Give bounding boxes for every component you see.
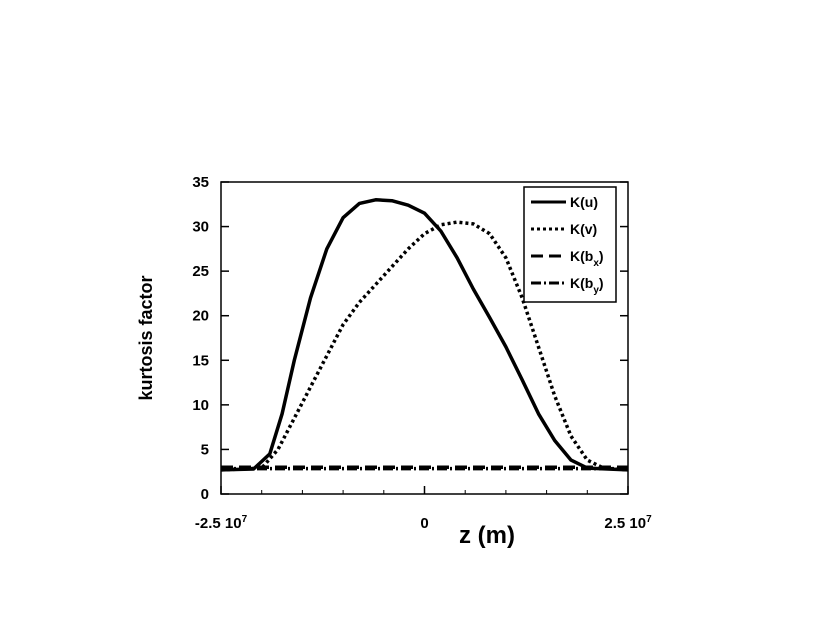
y-tick-label: 15	[192, 352, 209, 369]
y-tick-label: 0	[201, 486, 209, 503]
x-axis-ticks: -2.5 107 0 2.5 107	[195, 486, 652, 532]
y-tick-label: 30	[192, 219, 209, 236]
legend: K(u)K(v)K(bx)K(by)	[523, 186, 617, 303]
x-tick-label: 0	[420, 515, 428, 532]
x-tick-label: 2.5 107	[604, 514, 652, 532]
y-axis-title: kurtosis factor	[136, 275, 156, 400]
legend-label-1: K(v)	[570, 221, 597, 237]
x-axis-title: z (m)	[459, 522, 515, 549]
y-tick-label: 10	[192, 397, 209, 414]
series-layer	[220, 198, 629, 472]
y-tick-label: 5	[201, 441, 209, 458]
y-tick-label: 35	[192, 174, 209, 191]
y-tick-label: 20	[192, 308, 209, 325]
series-line-0	[220, 198, 629, 472]
series-line-1	[220, 220, 629, 472]
y-axis-ticks: 0 5 10 15 20 25 30 35	[192, 174, 628, 503]
x-tick-label: -2.5 107	[195, 514, 248, 532]
legend-label-0: K(u)	[570, 194, 598, 210]
y-tick-label: 25	[192, 263, 209, 280]
